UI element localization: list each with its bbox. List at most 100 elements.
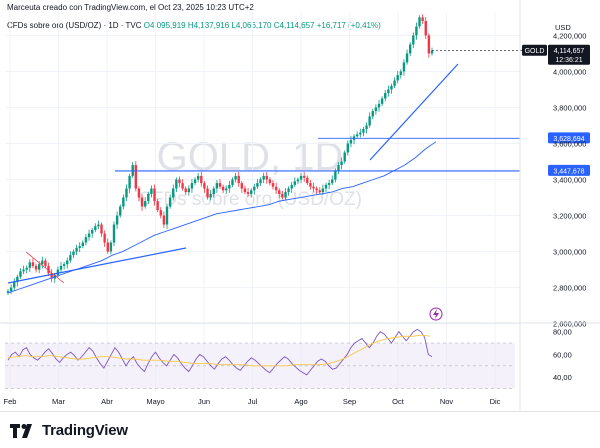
candle-body	[302, 175, 306, 178]
candle-body	[334, 170, 337, 180]
rsi-line	[7, 328, 433, 376]
candle-body	[75, 247, 78, 252]
candle-body	[128, 175, 131, 189]
candle-body	[427, 35, 431, 54]
candle-body	[137, 188, 141, 198]
candle-body	[119, 206, 122, 216]
candle-body	[187, 188, 191, 193]
candle-body	[122, 197, 125, 207]
candle-body	[143, 201, 147, 207]
candle-body	[331, 179, 334, 184]
candle-body	[159, 210, 162, 216]
candle-body	[87, 233, 91, 238]
candle-body	[175, 179, 178, 189]
candle-body	[249, 190, 253, 194]
candle-body	[103, 233, 106, 243]
x-tick-label: Oct	[392, 397, 405, 406]
x-tick-label: Abr	[101, 397, 113, 406]
trendline-upper[interactable]	[369, 63, 459, 161]
candle-body	[165, 206, 169, 225]
candle-body	[265, 175, 268, 180]
candle-body	[193, 179, 197, 184]
candle-body	[243, 188, 247, 193]
candle-body	[365, 125, 368, 130]
candle-body	[147, 193, 150, 202]
currency-label: USD	[555, 23, 571, 32]
level-badge	[548, 132, 590, 144]
candle-body	[72, 251, 75, 256]
candle-body	[94, 226, 97, 230]
candle-body	[293, 181, 297, 185]
watermark-symbol: GOLD, 1D	[157, 135, 344, 179]
candle-body	[228, 184, 231, 189]
ohlc-high: H4,137,916	[187, 21, 230, 30]
tradingview-logo-icon	[10, 423, 32, 438]
candle-body	[412, 35, 415, 45]
candle-body	[359, 132, 362, 135]
candle-body	[371, 111, 374, 117]
candle-body	[109, 242, 113, 252]
candle-body	[19, 271, 22, 277]
tradingview-logo[interactable]: TradingView	[10, 422, 128, 439]
level-badge	[548, 164, 590, 176]
candle-body	[209, 193, 212, 198]
candle-body	[81, 242, 85, 247]
candle-body	[268, 179, 272, 184]
candle-body	[225, 188, 228, 191]
candle-body	[362, 129, 365, 133]
y-tick-label: 3,200,000	[553, 212, 586, 221]
candle-body	[399, 71, 403, 76]
candle-body	[37, 264, 41, 270]
annotation-line[interactable]	[25, 251, 65, 284]
ohlc-low: L4,066,170	[231, 21, 272, 30]
candle-body	[172, 188, 175, 198]
x-tick-label: Ago	[294, 397, 307, 406]
candle-body	[396, 75, 399, 81]
y-tick-label: 3,600,000	[553, 139, 586, 148]
candle-body	[215, 183, 219, 189]
candle-body	[115, 215, 119, 225]
x-tick-label: Mayo	[146, 397, 164, 406]
y-tick-label: 3,400,000	[553, 176, 586, 185]
candle-body	[315, 188, 318, 191]
candle-body	[377, 103, 381, 108]
candle-body	[212, 188, 215, 194]
candle-body	[284, 192, 287, 198]
candle-body	[112, 224, 116, 243]
candle-body	[418, 17, 421, 27]
candle-body	[393, 80, 396, 86]
y-tick-label: 3,800,000	[553, 103, 586, 112]
candle-body	[421, 17, 424, 22]
trendline-lower[interactable]	[7, 247, 187, 284]
candle-body	[78, 246, 81, 248]
candle-body	[50, 273, 53, 279]
rsi-ma-line	[7, 334, 431, 367]
candle-body	[346, 143, 350, 153]
candle-body	[6, 291, 10, 293]
candle-body	[306, 177, 309, 184]
candle-body	[415, 26, 418, 36]
price-chart[interactable]: GOLD, 1D CFDs sobre oro (USD/OZ) 3,628,6…	[0, 0, 600, 411]
last-price-label: 4,114,657	[554, 48, 585, 55]
candle-body	[97, 224, 100, 227]
candle-body	[262, 175, 265, 180]
candle-body	[290, 184, 293, 189]
candle-body	[221, 186, 225, 191]
candle-body	[402, 62, 406, 72]
candle-body	[90, 229, 94, 234]
ohlc-open: O4,095,919	[143, 21, 186, 30]
candle-body	[106, 242, 109, 252]
candle-body	[200, 175, 203, 184]
candle-body	[340, 161, 343, 166]
candle-body	[424, 21, 427, 36]
candle-body	[140, 197, 144, 207]
chart-caption: Marceuta creado con TradingView.com, el …	[7, 3, 254, 12]
candle-body	[374, 107, 378, 112]
candle-body	[321, 188, 325, 193]
footer: TradingView	[0, 411, 600, 448]
candle-body	[405, 53, 409, 63]
candle-body	[9, 287, 13, 292]
candle-body	[387, 89, 390, 94]
y-tick-label: 2,600,000	[553, 320, 586, 329]
candle-body	[62, 264, 66, 266]
